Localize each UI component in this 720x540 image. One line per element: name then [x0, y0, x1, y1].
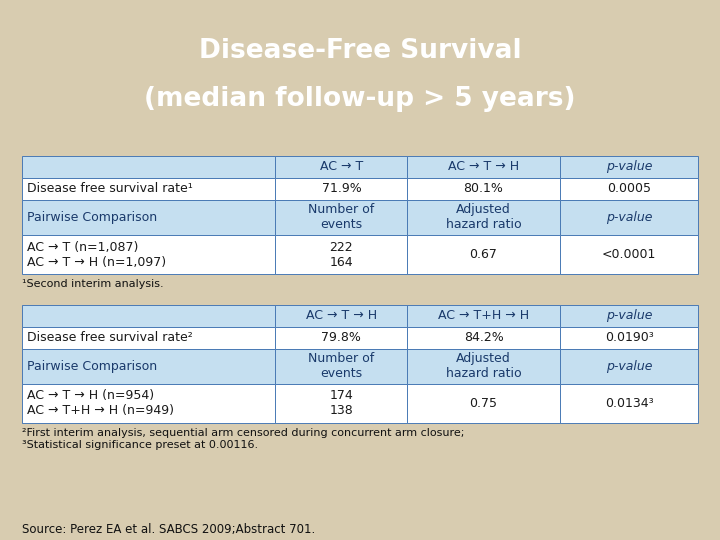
- Text: 0.75: 0.75: [469, 397, 498, 410]
- FancyBboxPatch shape: [559, 178, 698, 200]
- Text: p-value: p-value: [606, 309, 652, 322]
- FancyBboxPatch shape: [22, 235, 275, 274]
- Text: Adjusted
hazard ratio: Adjusted hazard ratio: [446, 203, 521, 231]
- Text: <0.0001: <0.0001: [602, 248, 656, 261]
- FancyBboxPatch shape: [408, 178, 559, 200]
- Text: ²First interim analysis, sequential arm censored during concurrent arm closure;
: ²First interim analysis, sequential arm …: [22, 428, 464, 450]
- FancyBboxPatch shape: [22, 383, 275, 423]
- FancyBboxPatch shape: [559, 327, 698, 348]
- Text: AC → T → H: AC → T → H: [306, 309, 377, 322]
- FancyBboxPatch shape: [559, 156, 698, 178]
- Text: (median follow-up > 5 years): (median follow-up > 5 years): [144, 86, 576, 112]
- FancyBboxPatch shape: [408, 200, 559, 235]
- Text: Disease-Free Survival: Disease-Free Survival: [199, 38, 521, 64]
- FancyBboxPatch shape: [408, 348, 559, 383]
- Text: Disease free survival rate¹: Disease free survival rate¹: [27, 182, 193, 195]
- FancyBboxPatch shape: [408, 327, 559, 348]
- FancyBboxPatch shape: [559, 348, 698, 383]
- Text: p-value: p-value: [606, 211, 652, 224]
- Text: Adjusted
hazard ratio: Adjusted hazard ratio: [446, 352, 521, 380]
- FancyBboxPatch shape: [22, 178, 275, 200]
- FancyBboxPatch shape: [275, 327, 408, 348]
- FancyBboxPatch shape: [408, 383, 559, 423]
- FancyBboxPatch shape: [275, 156, 408, 178]
- Text: AC → T (n=1,087)
AC → T → H (n=1,097): AC → T (n=1,087) AC → T → H (n=1,097): [27, 241, 166, 268]
- Text: Disease free survival rate²: Disease free survival rate²: [27, 331, 193, 344]
- Text: p-value: p-value: [606, 360, 652, 373]
- Text: AC → T+H → H: AC → T+H → H: [438, 309, 529, 322]
- Text: 79.8%: 79.8%: [321, 331, 361, 344]
- Text: 222
164: 222 164: [330, 241, 354, 268]
- FancyBboxPatch shape: [408, 156, 559, 178]
- Text: 0.0190³: 0.0190³: [605, 331, 654, 344]
- FancyBboxPatch shape: [275, 305, 408, 327]
- Text: AC → T → H (n=954)
AC → T+H → H (n=949): AC → T → H (n=954) AC → T+H → H (n=949): [27, 389, 174, 417]
- Text: 80.1%: 80.1%: [464, 182, 503, 195]
- Text: AC → T → H: AC → T → H: [448, 160, 519, 173]
- Text: AC → T: AC → T: [320, 160, 363, 173]
- FancyBboxPatch shape: [22, 156, 275, 178]
- FancyBboxPatch shape: [408, 305, 559, 327]
- Text: Pairwise Comparison: Pairwise Comparison: [27, 211, 158, 224]
- FancyBboxPatch shape: [559, 235, 698, 274]
- FancyBboxPatch shape: [22, 348, 275, 383]
- Text: 0.0005: 0.0005: [607, 182, 651, 195]
- Text: 174
138: 174 138: [330, 389, 354, 417]
- FancyBboxPatch shape: [22, 327, 275, 348]
- Text: Number of
events: Number of events: [308, 203, 374, 231]
- Text: 0.0134³: 0.0134³: [605, 397, 653, 410]
- Text: p-value: p-value: [606, 160, 652, 173]
- Text: Number of
events: Number of events: [308, 352, 374, 380]
- FancyBboxPatch shape: [275, 383, 408, 423]
- FancyBboxPatch shape: [408, 235, 559, 274]
- FancyBboxPatch shape: [559, 200, 698, 235]
- FancyBboxPatch shape: [275, 178, 408, 200]
- FancyBboxPatch shape: [22, 200, 275, 235]
- Text: 71.9%: 71.9%: [322, 182, 361, 195]
- Text: Pairwise Comparison: Pairwise Comparison: [27, 360, 158, 373]
- Text: 0.67: 0.67: [469, 248, 498, 261]
- Text: Source: Perez EA et al. SABCS 2009;Abstract 701.: Source: Perez EA et al. SABCS 2009;Abstr…: [22, 523, 315, 536]
- FancyBboxPatch shape: [559, 383, 698, 423]
- FancyBboxPatch shape: [275, 200, 408, 235]
- Text: 84.2%: 84.2%: [464, 331, 503, 344]
- Text: ¹Second interim analysis.: ¹Second interim analysis.: [22, 279, 163, 289]
- FancyBboxPatch shape: [559, 305, 698, 327]
- FancyBboxPatch shape: [275, 348, 408, 383]
- FancyBboxPatch shape: [22, 305, 275, 327]
- FancyBboxPatch shape: [275, 235, 408, 274]
